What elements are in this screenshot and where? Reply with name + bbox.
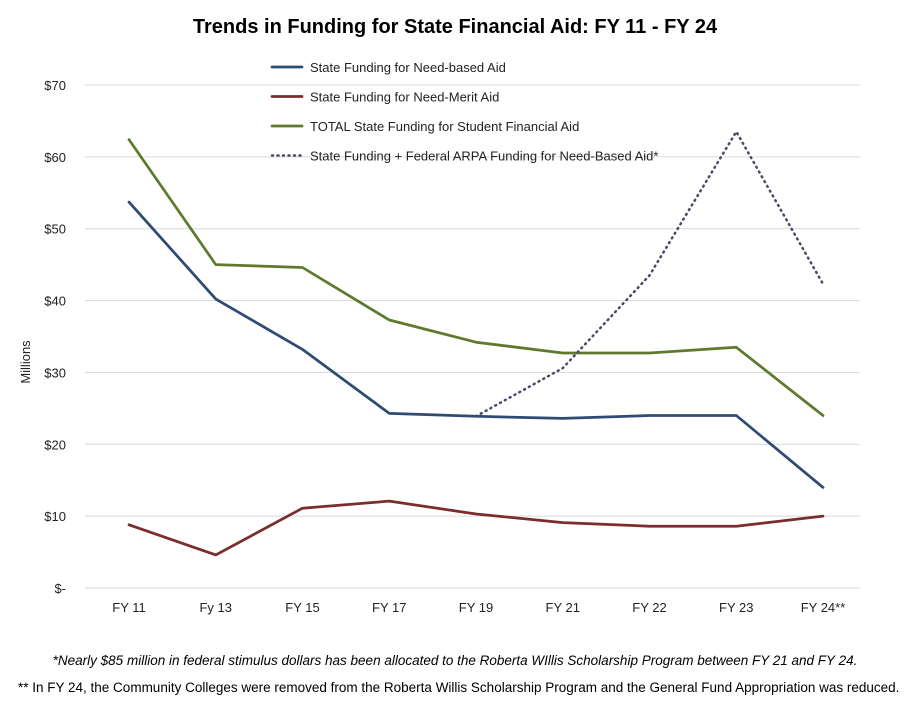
x-tick-label: FY 21 [546, 600, 580, 615]
y-tick-label: $10 [44, 509, 66, 524]
series-line-total-state-funding-for-student-financial-aid [127, 138, 825, 417]
series-lines [127, 130, 825, 557]
legend-label-total-state-funding-for-student-financial-aid: TOTAL State Funding for Student Financia… [310, 119, 579, 134]
x-tick-label: FY 15 [285, 600, 319, 615]
y-tick-label: $20 [44, 437, 66, 452]
y-axis-ticks: $- $10 $20 $30 $40 $50 $60 $70 [44, 78, 66, 596]
x-tick-label: FY 24** [801, 600, 846, 615]
chart-title: Trends in Funding for State Financial Ai… [193, 16, 718, 38]
y-tick-label: $70 [44, 78, 66, 93]
x-axis-ticks: FY 11 Fy 13 FY 15 FY 17 FY 19 FY 21 FY 22 FY 23… [112, 600, 845, 615]
legend-label-state-funding-for-need-based-aid: State Funding for Need-based Aid [310, 60, 506, 75]
y-tick-label: $30 [44, 365, 66, 380]
y-tick-label: $50 [44, 222, 66, 237]
x-tick-label: FY 19 [459, 600, 493, 615]
x-tick-label: FY 17 [372, 600, 406, 615]
y-tick-label: $40 [44, 294, 66, 309]
x-tick-label: FY 22 [632, 600, 666, 615]
x-tick-label: FY 23 [719, 600, 753, 615]
series-line-state-funding-federal-arpa-funding-for-need-based-aid [474, 130, 825, 418]
legend: State Funding for Need-based Aid State Fu… [270, 60, 658, 164]
footnote-fy24: ** In FY 24, the Community Colleges were… [18, 680, 900, 695]
x-tick-label: FY 11 [112, 600, 145, 615]
gridlines [85, 84, 860, 589]
x-tick-label: Fy 13 [199, 600, 232, 615]
legend-label-state-funding-federal-arpa-funding-for-need-based-aid: State Funding + Federal ARPA Funding for… [310, 149, 658, 164]
y-axis-label: Millions [18, 340, 33, 384]
footnote-arpa: *Nearly $85 million in federal stimulus … [52, 653, 858, 668]
legend-label-state-funding-for-need-merit-aid: State Funding for Need-Merit Aid [310, 90, 499, 105]
series-line-state-funding-for-need-merit-aid [127, 499, 825, 557]
y-tick-label: $- [54, 581, 66, 596]
y-tick-label: $60 [44, 150, 66, 165]
